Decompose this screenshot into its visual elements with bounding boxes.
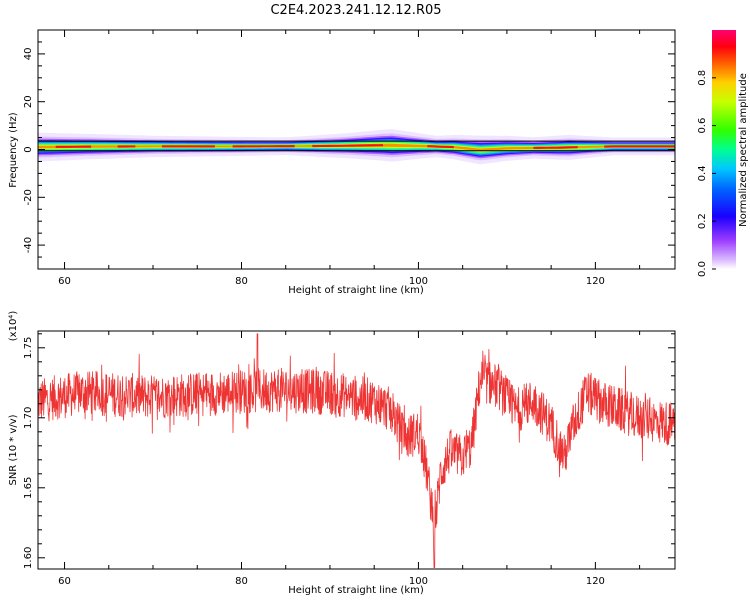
colorbar-ticks: 0.0 0.2 0.4 0.6 0.8 <box>697 70 716 277</box>
colorbar-tick-label: 0.8 <box>697 70 708 86</box>
spectrogram-band-layer <box>38 142 675 153</box>
snr-axes: 60 80 100 120 1.60 1.65 1.70 1.75 <box>23 331 675 587</box>
colorbar-label: Normalized spectral amplitude <box>738 73 749 227</box>
spectrogram-peak-ridge <box>312 144 383 148</box>
colorbar-tick-label: 0.6 <box>697 118 708 134</box>
snr-y-tick-label: 1.75 <box>23 337 34 359</box>
snr-y-tick-label: 1.65 <box>23 477 34 499</box>
spectrogram-y-tick-label: 20 <box>23 95 34 108</box>
colorbar-tick-label: 0.0 <box>697 261 708 277</box>
snr-panel: 60 80 100 120 1.60 1.65 1.70 1.75 Height of str… <box>8 311 676 596</box>
figure-title: C2E4.2023.241.12.12.R05 <box>270 3 441 18</box>
snr-frame <box>37 330 676 570</box>
spectrogram-peak-ridge <box>533 146 578 149</box>
spectrogram-y-tick-label: 0 <box>23 146 34 152</box>
spectrogram-peak-ridge <box>117 145 136 148</box>
snr-x-axis-label: Height of straight line (km) <box>288 585 424 596</box>
spectrogram-x-tick-label: 120 <box>586 276 605 287</box>
colorbar-gradient <box>712 30 736 269</box>
spectrogram-y-tick-label: 40 <box>23 48 34 61</box>
spectrogram-x-tick-label: 60 <box>58 276 71 287</box>
spectrogram-peak-ridge <box>604 145 675 148</box>
snr-y-axis-label: SNR (10 * v/v) <box>8 414 19 485</box>
spectrogram-y-tick-label: -40 <box>23 237 34 253</box>
snr-x-tick-label: 60 <box>58 576 71 587</box>
spectrogram-peak-ridge <box>161 145 215 148</box>
colorbar-tick-label: 0.2 <box>697 213 708 229</box>
snr-scale-label: (x10⁴) <box>8 311 19 342</box>
spectrogram-heatmap <box>38 129 675 165</box>
spectrogram-y-tick-label: -20 <box>23 189 34 205</box>
spectrogram-panel: 60 80 100 120 40 20 0 -20 -40 Height of straight… <box>8 29 676 296</box>
spectrogram-x-tick-label: 80 <box>235 276 248 287</box>
snr-y-tick-label: 1.70 <box>23 407 34 429</box>
snr-x-tick-label: 80 <box>235 576 248 587</box>
snr-series-line <box>37 333 676 568</box>
spectrogram-peak-ridge <box>232 145 295 148</box>
spectrogram-y-axis-label: Frequency (Hz) <box>8 112 19 188</box>
spectrogram-x-axis-label: Height of straight line (km) <box>288 285 424 296</box>
colorbar: 0.0 0.2 0.4 0.6 0.8 Normalized spectral ampl… <box>697 30 749 277</box>
snr-y-tick-label: 1.60 <box>23 547 34 569</box>
spectrogram-peak-ridge <box>55 145 92 148</box>
spectrogram-peak-ridge <box>427 145 454 149</box>
spectrogram-x-tick-label: 100 <box>409 276 428 287</box>
colorbar-tick-label: 0.4 <box>697 165 708 181</box>
snr-x-tick-label: 100 <box>409 576 428 587</box>
spectrogram-axes: 60 80 100 120 40 20 0 -20 -40 <box>23 29 675 287</box>
snr-x-tick-label: 120 <box>586 576 605 587</box>
